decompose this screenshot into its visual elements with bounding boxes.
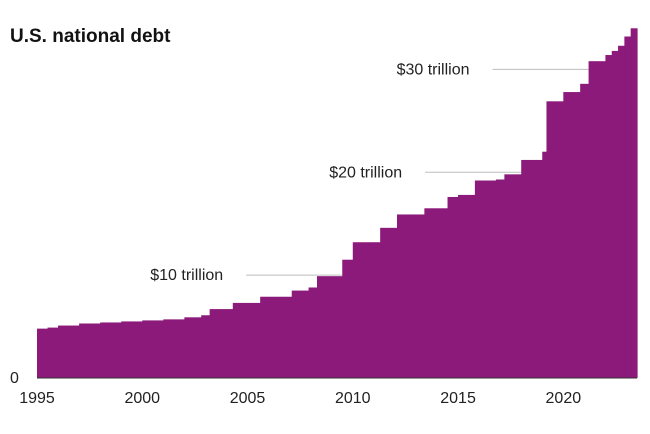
debt-step-25 — [474, 180, 497, 378]
debt-step-34 — [588, 61, 598, 378]
debt-step-19 — [380, 227, 398, 378]
debt-step-9 — [201, 315, 211, 378]
y-tick-label-0: 0 — [10, 370, 19, 387]
debt-step-39 — [624, 36, 632, 378]
debt-step-24 — [458, 194, 476, 378]
debt-step-16 — [342, 259, 354, 378]
debt-step-10 — [209, 309, 234, 378]
debt-step-14 — [308, 287, 318, 378]
debt-step-32 — [563, 92, 581, 378]
debt-step-18 — [373, 242, 381, 378]
debt-step-21 — [409, 214, 425, 378]
debt-step-33 — [580, 83, 590, 378]
y-tick-label-10: $10 trillion — [150, 267, 223, 284]
debt-step-31 — [546, 101, 564, 378]
x-tick-label-2000: 2000 — [124, 390, 160, 407]
x-tick-label-2020: 2020 — [546, 390, 582, 407]
debt-step-29 — [535, 159, 543, 378]
debt-step-27 — [504, 174, 522, 378]
debt-step-22 — [424, 208, 449, 378]
debt-step-30 — [542, 151, 548, 378]
x-tick-label-2010: 2010 — [335, 390, 371, 407]
debt-step-5 — [121, 321, 143, 378]
debt-step-8 — [184, 317, 202, 378]
debt-step-28 — [521, 159, 537, 378]
debt-step-23 — [447, 196, 459, 378]
debt-step-3 — [79, 323, 101, 378]
y-tick-label-20: $20 trillion — [329, 164, 402, 181]
x-tick-label-2015: 2015 — [440, 390, 476, 407]
label-layer: U.S. national debt 0 $10 trillion $20 tril… — [10, 26, 581, 407]
debt-step-20 — [397, 214, 411, 378]
debt-step-37 — [611, 50, 619, 378]
debt-step-38 — [618, 45, 625, 379]
x-tick-label-2005: 2005 — [230, 390, 266, 407]
debt-step-35 — [597, 61, 607, 378]
debt-step-13 — [291, 290, 310, 378]
debt-step-11 — [232, 302, 261, 378]
x-tick-label-1995: 1995 — [19, 390, 55, 407]
debt-step-1 — [47, 327, 59, 378]
area-layer — [37, 28, 638, 379]
y-tick-label-30: $30 trillion — [397, 61, 470, 78]
chart-title: U.S. national debt — [10, 26, 171, 47]
debt-step-15 — [317, 276, 343, 378]
debt-step-7 — [163, 319, 185, 378]
debt-step-40 — [630, 28, 638, 378]
debt-step-6 — [142, 320, 164, 378]
debt-step-17 — [352, 242, 375, 378]
grid-layer — [246, 68, 589, 276]
debt-step-2 — [58, 325, 80, 378]
debt-step-36 — [605, 55, 613, 378]
debt-step-26 — [495, 179, 505, 378]
debt-step-12 — [260, 296, 293, 378]
debt-step-4 — [100, 322, 122, 378]
debt-step-0 — [37, 328, 49, 378]
